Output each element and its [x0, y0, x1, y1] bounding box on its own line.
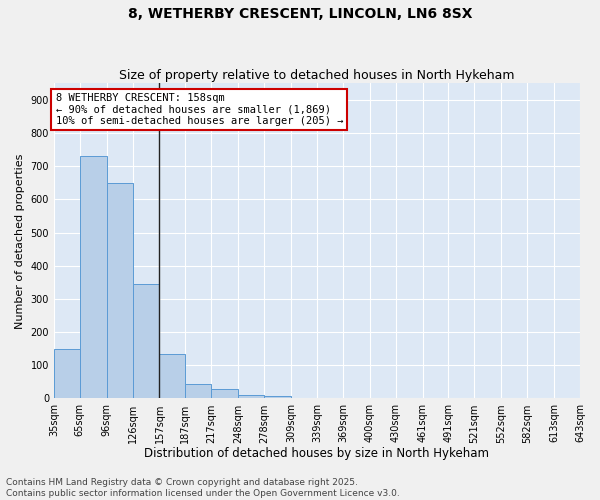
- Bar: [185, 384, 211, 398]
- Bar: [264, 396, 291, 398]
- Text: 8 WETHERBY CRESCENT: 158sqm
← 90% of detached houses are smaller (1,869)
10% of : 8 WETHERBY CRESCENT: 158sqm ← 90% of det…: [56, 93, 343, 126]
- Bar: [107, 182, 133, 398]
- Bar: [211, 388, 238, 398]
- Bar: [133, 284, 160, 399]
- Bar: [160, 354, 185, 399]
- Text: Contains HM Land Registry data © Crown copyright and database right 2025.
Contai: Contains HM Land Registry data © Crown c…: [6, 478, 400, 498]
- Y-axis label: Number of detached properties: Number of detached properties: [15, 153, 25, 328]
- Bar: [238, 395, 264, 398]
- Bar: [54, 348, 80, 399]
- Title: Size of property relative to detached houses in North Hykeham: Size of property relative to detached ho…: [119, 69, 515, 82]
- Text: 8, WETHERBY CRESCENT, LINCOLN, LN6 8SX: 8, WETHERBY CRESCENT, LINCOLN, LN6 8SX: [128, 8, 472, 22]
- X-axis label: Distribution of detached houses by size in North Hykeham: Distribution of detached houses by size …: [145, 447, 490, 460]
- Bar: [80, 156, 107, 398]
